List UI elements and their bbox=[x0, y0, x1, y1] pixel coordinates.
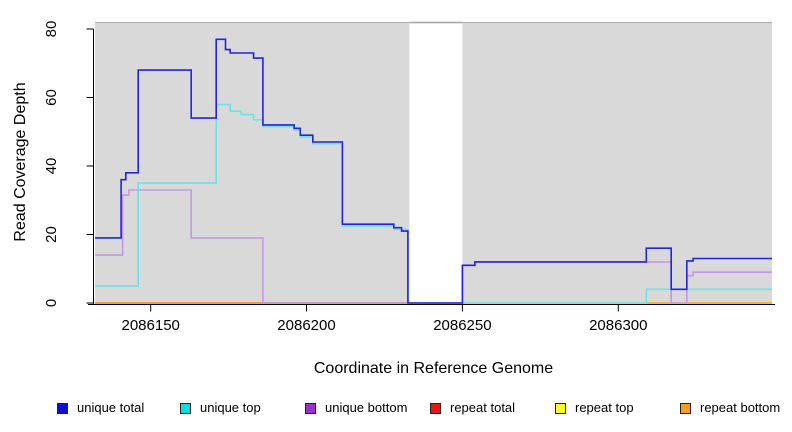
x-tick-label: 2086250 bbox=[433, 317, 491, 334]
y-tick-label: 60 bbox=[43, 89, 60, 106]
repeat-bottom-swatch-icon bbox=[680, 403, 691, 414]
y-tick-label: 80 bbox=[43, 21, 60, 38]
legend-label: repeat total bbox=[450, 400, 516, 415]
x-tick-label: 2086200 bbox=[277, 317, 335, 334]
legend-label: unique top bbox=[200, 400, 261, 415]
repeat-top-swatch-icon bbox=[555, 403, 566, 414]
unique-total-swatch-icon bbox=[57, 403, 68, 414]
legend-label: repeat bottom bbox=[700, 400, 781, 415]
legend-label: unique total bbox=[77, 400, 145, 415]
unique-bottom-swatch-icon bbox=[305, 403, 316, 414]
legend: unique total unique top unique bottom repea… bbox=[0, 399, 792, 421]
legend-label: unique bottom bbox=[325, 400, 408, 415]
legend-label: repeat top bbox=[575, 400, 634, 415]
y-tick-label: 40 bbox=[43, 158, 60, 175]
series-line-unique-total bbox=[95, 38, 772, 304]
y-tick-label: 0 bbox=[43, 299, 60, 307]
masked-region bbox=[409, 22, 463, 303]
x-tick-label: 2086150 bbox=[121, 317, 179, 334]
x-axis-title: Coordinate in Reference Genome bbox=[313, 360, 554, 377]
y-axis-title: Read Coverage Depth bbox=[12, 82, 29, 242]
repeat-total-swatch-icon bbox=[430, 403, 441, 414]
x-tick-label: 2086300 bbox=[589, 317, 647, 334]
unique-top-swatch-icon bbox=[180, 403, 191, 414]
y-tick-label: 20 bbox=[43, 226, 60, 243]
